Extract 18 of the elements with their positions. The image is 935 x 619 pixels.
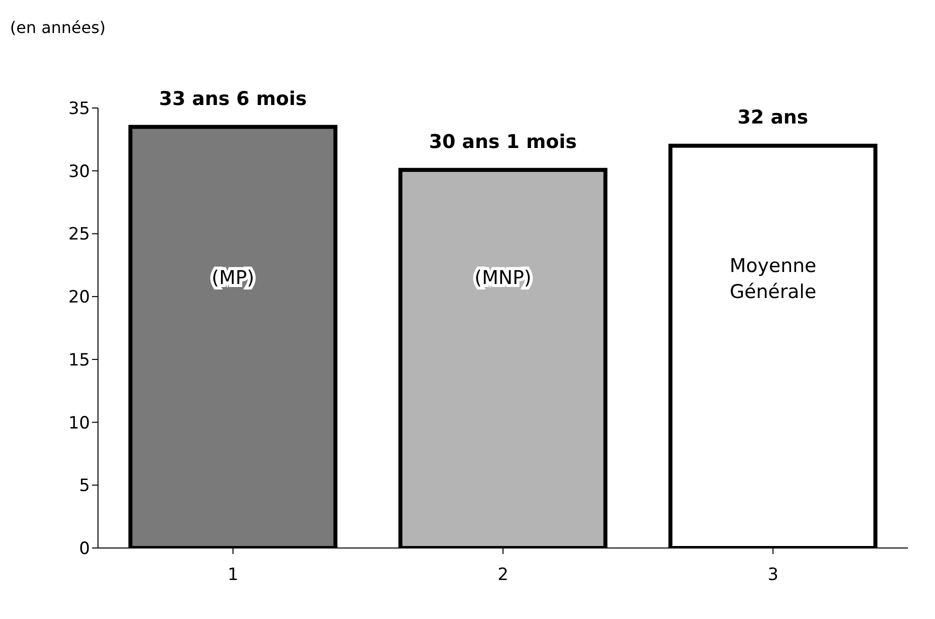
y-tick-label: 25 xyxy=(68,224,90,245)
data-label: 32 ans xyxy=(738,106,808,129)
y-tick-label: 20 xyxy=(68,288,90,308)
annotation: Moyenne Générale xyxy=(730,255,816,303)
x-tick-label: 1 xyxy=(228,565,238,586)
x-tick-label: 3 xyxy=(768,565,778,586)
y-axis-title: (en années) xyxy=(10,18,106,37)
data-label: 30 ans 1 mois xyxy=(428,130,577,153)
data-label: 33 ans 6 mois xyxy=(158,88,307,110)
y-tick-label: 30 xyxy=(68,162,90,182)
y-tick-label: 35 xyxy=(68,99,90,120)
y-tick-label: 5 xyxy=(79,476,90,496)
annotation: (MNP) xyxy=(474,267,532,289)
y-tick-label: 0 xyxy=(79,539,90,560)
annotation: (MP) xyxy=(212,267,254,289)
y-tick-label: 10 xyxy=(68,413,90,434)
y-tick-label: 15 xyxy=(68,350,90,370)
x-tick-label: 2 xyxy=(498,565,508,586)
